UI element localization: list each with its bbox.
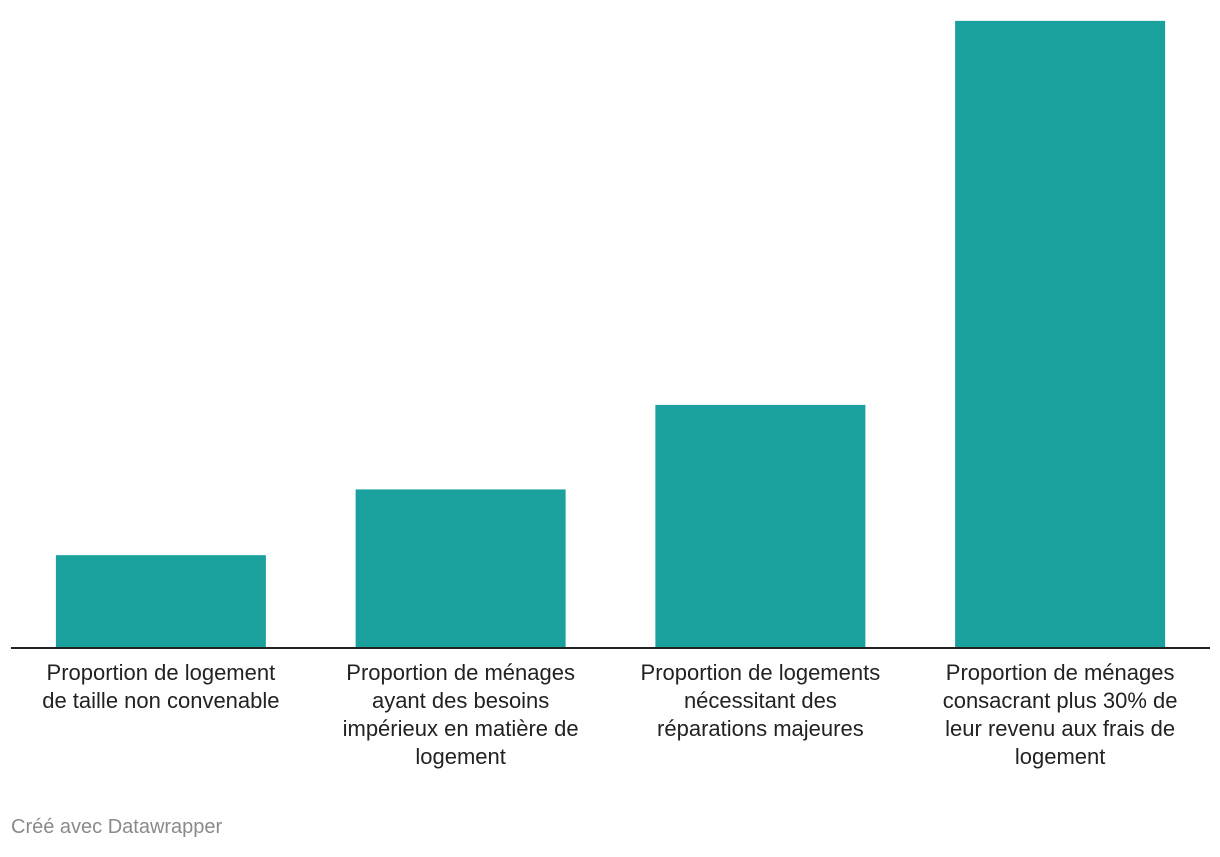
category-labels-group: Proportion de logement de taille non conv…: [42, 660, 1177, 769]
category-label-line: logement: [1015, 744, 1106, 769]
category-label-line: logement: [415, 744, 506, 769]
category-label-line: Proportion de ménages: [346, 660, 575, 685]
credit-text[interactable]: Créé avec Datawrapper: [11, 816, 223, 838]
category-label-line: ayant des besoins: [372, 688, 549, 713]
category-label-line: Proportion de logement: [47, 660, 276, 685]
bar-3[interactable]: [655, 404, 866, 647]
category-label-3: Proportion de logements nécessitant des ré…: [641, 660, 881, 741]
category-label-line: de taille non convenable: [42, 688, 279, 713]
category-label-line: réparations majeures: [657, 716, 864, 741]
category-label-line: nécessitant des: [684, 688, 837, 713]
bar-4[interactable]: [955, 20, 1166, 647]
category-label-line: impérieux en matière de: [343, 716, 579, 741]
bar-2[interactable]: [355, 489, 566, 647]
bar-1[interactable]: [55, 555, 266, 647]
category-label-line: leur revenu aux frais de: [945, 716, 1175, 741]
category-label-line: Proportion de logements: [641, 660, 881, 685]
bars-group: [55, 20, 1166, 647]
category-label-2: Proportion de ménages ayant des besoins im…: [343, 660, 579, 769]
category-label-4: Proportion de ménages consacrant plus 30%…: [943, 660, 1178, 769]
category-label-line: consacrant plus 30% de: [943, 688, 1178, 713]
category-label-1: Proportion de logement de taille non conv…: [42, 660, 279, 713]
category-label-line: Proportion de ménages: [946, 660, 1175, 685]
